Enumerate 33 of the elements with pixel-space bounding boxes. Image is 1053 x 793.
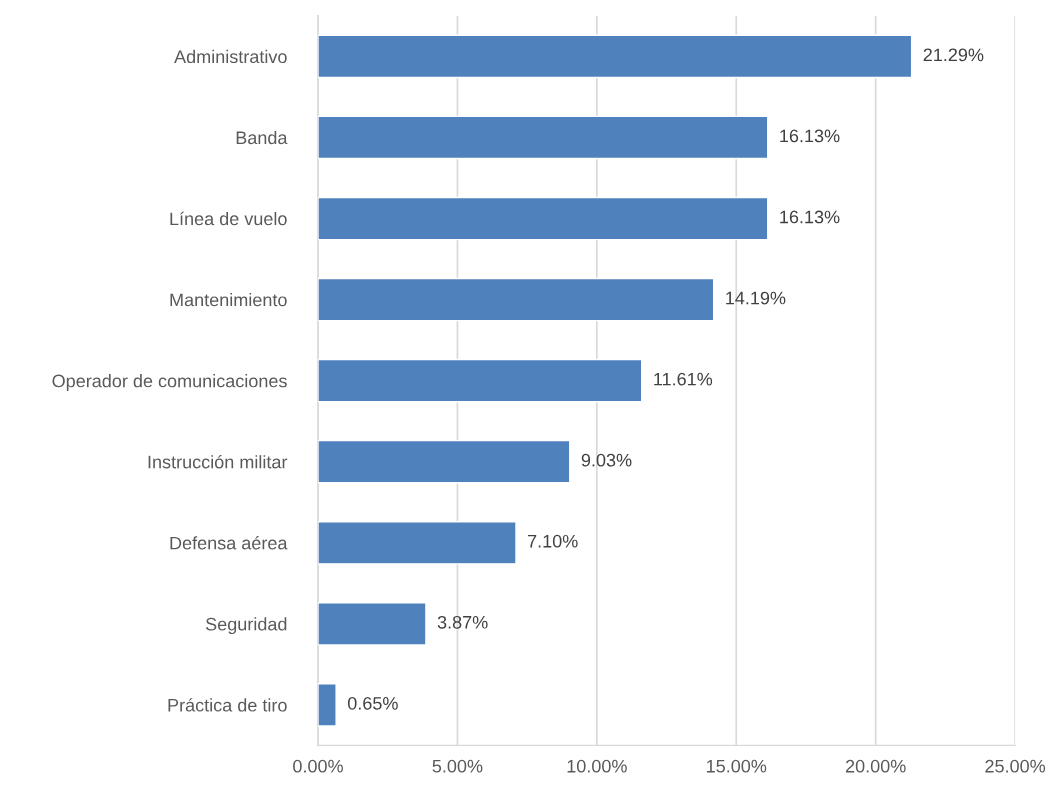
x-tick-label: 20.00% bbox=[845, 759, 906, 773]
y-tick-label: Administrativo bbox=[174, 49, 287, 64]
data-label: 0.65% bbox=[347, 696, 398, 710]
data-label: 3.87% bbox=[437, 615, 488, 629]
bar bbox=[318, 439, 571, 484]
bar bbox=[318, 34, 913, 79]
data-label: 9.03% bbox=[581, 453, 632, 467]
bar bbox=[318, 277, 715, 322]
y-tick-label: Práctica de tiro bbox=[168, 698, 287, 712]
bar bbox=[318, 358, 643, 403]
x-tick-label: 0.00% bbox=[293, 759, 343, 773]
data-label: 16.13% bbox=[780, 210, 840, 224]
x-tick-label: 15.00% bbox=[707, 759, 767, 773]
bar bbox=[318, 115, 769, 160]
data-label: 7.10% bbox=[528, 534, 578, 548]
bar bbox=[318, 520, 517, 565]
y-tick-label: Instrucción militar bbox=[148, 454, 288, 469]
bar bbox=[318, 602, 427, 646]
data-label: 16.13% bbox=[780, 129, 840, 143]
x-tick-label: 25.00% bbox=[985, 759, 1046, 773]
bar bbox=[318, 683, 337, 727]
data-label: 21.29% bbox=[923, 48, 984, 62]
data-label: 11.61% bbox=[654, 372, 713, 386]
x-tick-label: 5.00% bbox=[432, 759, 483, 773]
y-tick-label: Operador de comunicaciones bbox=[52, 374, 287, 391]
y-tick-label: Banda bbox=[236, 130, 288, 145]
x-tick-label: 10.00% bbox=[567, 759, 627, 773]
bar bbox=[318, 196, 769, 241]
data-label: 14.19% bbox=[726, 291, 786, 305]
y-tick-label: Defensa aérea bbox=[170, 536, 288, 550]
y-tick-label: Mantenimiento bbox=[170, 293, 287, 307]
y-tick-label: Seguridad bbox=[205, 617, 287, 635]
y-tick-label: Línea de vuelo bbox=[170, 211, 287, 226]
